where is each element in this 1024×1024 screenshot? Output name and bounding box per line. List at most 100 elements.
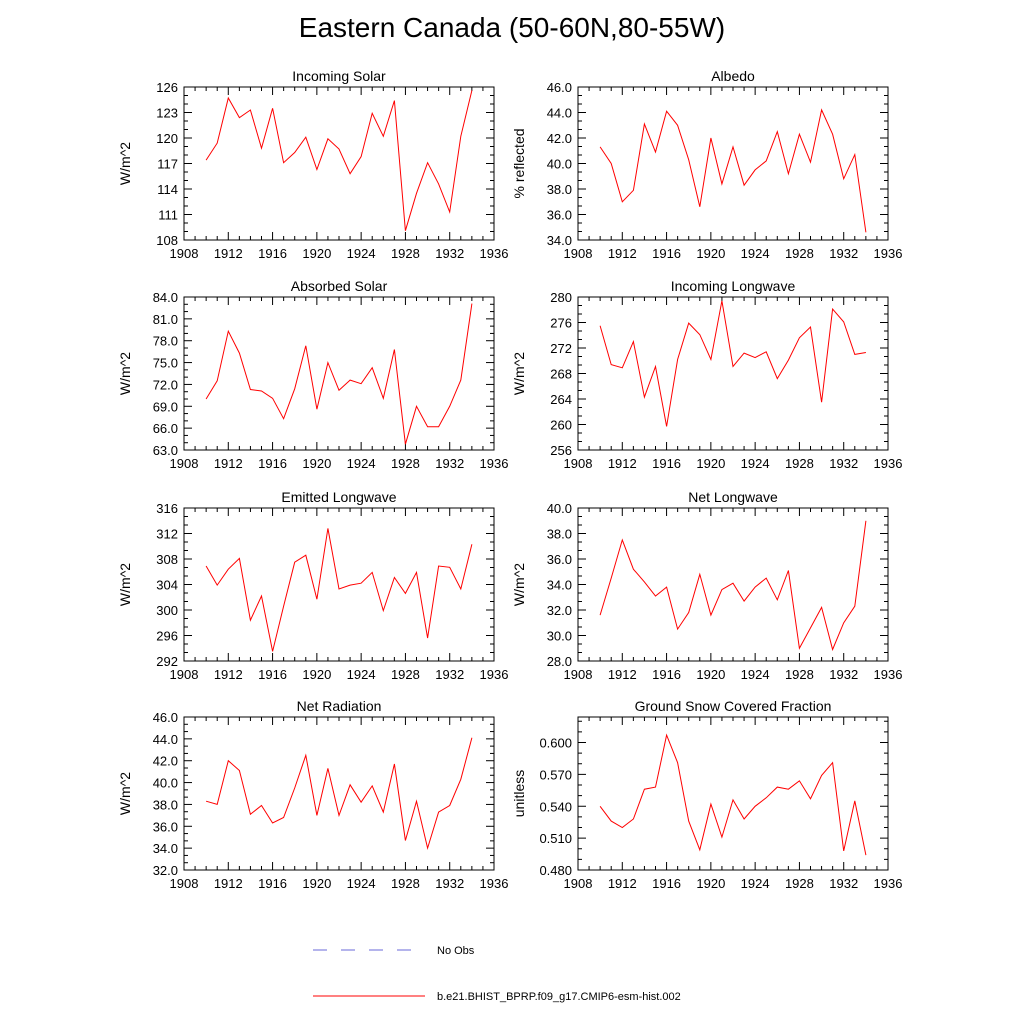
- y-tick-label: 117: [157, 157, 178, 172]
- x-tick-label: 1932: [435, 246, 464, 261]
- y-tick-label: 0.480: [539, 863, 572, 878]
- figure-title: Eastern Canada (50-60N,80-55W): [298, 12, 726, 43]
- y-tick-label: 0.570: [539, 767, 572, 782]
- x-tick-label: 1928: [391, 456, 420, 471]
- panel-title: Incoming Solar: [292, 68, 386, 84]
- x-tick-label: 1908: [170, 246, 199, 261]
- y-tick-label: 126: [156, 80, 178, 95]
- x-tick-label: 1932: [435, 667, 464, 682]
- x-tick-label: 1920: [696, 876, 725, 891]
- x-tick-label: 1932: [829, 667, 858, 682]
- panel-title: Absorbed Solar: [291, 278, 388, 294]
- y-tick-label: 276: [550, 316, 572, 331]
- x-tick-label: 1936: [480, 667, 509, 682]
- y-tick-label: 120: [156, 131, 178, 146]
- x-tick-label: 1908: [170, 456, 199, 471]
- y-tick-label: 46.0: [153, 710, 178, 725]
- y-tick-label: 34.0: [153, 841, 178, 856]
- x-tick-label: 1920: [696, 456, 725, 471]
- series-line: [205, 90, 473, 231]
- x-tick-label: 1908: [564, 246, 593, 261]
- x-tick-label: 1924: [741, 667, 770, 682]
- x-tick-label: 1916: [258, 456, 287, 471]
- x-tick-label: 1920: [696, 667, 725, 682]
- chart-panel: Net Longwave W/m^2 1908 1912 1916 1920 1924 192…: [511, 489, 902, 682]
- y-tick-label: 123: [156, 106, 178, 121]
- x-tick-label: 1928: [391, 876, 420, 891]
- series-line: [205, 303, 473, 445]
- series-line: [599, 520, 867, 652]
- y-tick-label: 81.0: [153, 312, 178, 327]
- x-tick-label: 1936: [874, 876, 903, 891]
- x-tick-label: 1928: [785, 667, 814, 682]
- y-axis-label: W/m^2: [117, 772, 133, 815]
- y-tick-label: 300: [156, 603, 178, 618]
- y-tick-label: 0.540: [539, 799, 572, 814]
- y-tick-label: 42.0: [547, 131, 572, 146]
- y-tick-label: 44.0: [547, 106, 572, 121]
- chart-panel: Ground Snow Covered Fraction unitless 1908…: [511, 698, 902, 891]
- chart-panel: Incoming Longwave W/m^2 1908 1912 1916 1920 19…: [511, 278, 902, 471]
- series-line: [599, 300, 866, 427]
- x-tick-label: 1936: [874, 667, 903, 682]
- y-tick-label: 72.0: [153, 377, 178, 392]
- y-tick-label: 63.0: [153, 443, 178, 458]
- x-tick-label: 1916: [652, 876, 681, 891]
- x-tick-label: 1936: [480, 876, 509, 891]
- x-tick-label: 1912: [214, 667, 243, 682]
- series-line: [205, 737, 473, 851]
- panel-title: Ground Snow Covered Fraction: [635, 698, 832, 714]
- y-axis-label: unitless: [511, 770, 527, 817]
- y-tick-label: 36.0: [547, 208, 572, 223]
- y-tick-label: 66.0: [153, 421, 178, 436]
- plot-frame: [183, 296, 495, 451]
- y-tick-label: 308: [156, 552, 178, 567]
- panel-title: Emitted Longwave: [281, 489, 396, 505]
- y-tick-label: 272: [550, 341, 572, 356]
- x-tick-label: 1936: [874, 246, 903, 261]
- series-line: [205, 528, 473, 652]
- x-tick-label: 1912: [608, 667, 637, 682]
- y-tick-label: 69.0: [153, 399, 178, 414]
- y-tick-label: 38.0: [547, 527, 572, 542]
- x-tick-label: 1916: [652, 667, 681, 682]
- y-tick-label: 36.0: [547, 552, 572, 567]
- panel-title: Albedo: [711, 68, 755, 84]
- y-tick-label: 312: [156, 527, 178, 542]
- x-tick-label: 1924: [741, 876, 770, 891]
- chart-panel: Absorbed Solar W/m^2 1908 1912 1916 1920 1924 1…: [117, 278, 508, 471]
- x-tick-label: 1928: [391, 246, 420, 261]
- x-tick-label: 1912: [214, 456, 243, 471]
- y-tick-label: 46.0: [547, 80, 572, 95]
- y-tick-label: 75.0: [153, 356, 178, 371]
- x-tick-label: 1912: [608, 456, 637, 471]
- plot-frame: [183, 716, 495, 871]
- y-tick-label: 108: [156, 233, 178, 248]
- y-axis-label: W/m^2: [511, 352, 527, 395]
- x-tick-label: 1912: [608, 246, 637, 261]
- y-tick-label: 316: [156, 501, 178, 516]
- x-tick-label: 1928: [785, 456, 814, 471]
- y-tick-label: 280: [550, 290, 572, 305]
- y-tick-label: 304: [156, 578, 178, 593]
- y-tick-label: 34.0: [547, 578, 572, 593]
- y-tick-label: 260: [550, 418, 572, 433]
- x-tick-label: 1924: [741, 456, 770, 471]
- x-tick-label: 1928: [785, 246, 814, 261]
- x-tick-label: 1920: [302, 246, 331, 261]
- x-tick-label: 1912: [214, 246, 243, 261]
- x-tick-label: 1920: [302, 456, 331, 471]
- y-tick-label: 38.0: [153, 797, 178, 812]
- x-tick-label: 1932: [435, 456, 464, 471]
- y-tick-label: 78.0: [153, 334, 178, 349]
- chart-panel: Emitted Longwave W/m^2 1908 1912 1916 1920 192…: [117, 489, 508, 682]
- y-tick-label: 296: [156, 629, 178, 644]
- chart-panel: Incoming Solar W/m^2 1908 1912 1916 1920 1924 1…: [117, 68, 508, 261]
- x-tick-label: 1928: [785, 876, 814, 891]
- y-tick-label: 292: [156, 654, 178, 669]
- x-tick-label: 1924: [741, 246, 770, 261]
- x-tick-label: 1924: [347, 876, 376, 891]
- x-tick-label: 1920: [302, 667, 331, 682]
- y-tick-label: 264: [550, 392, 572, 407]
